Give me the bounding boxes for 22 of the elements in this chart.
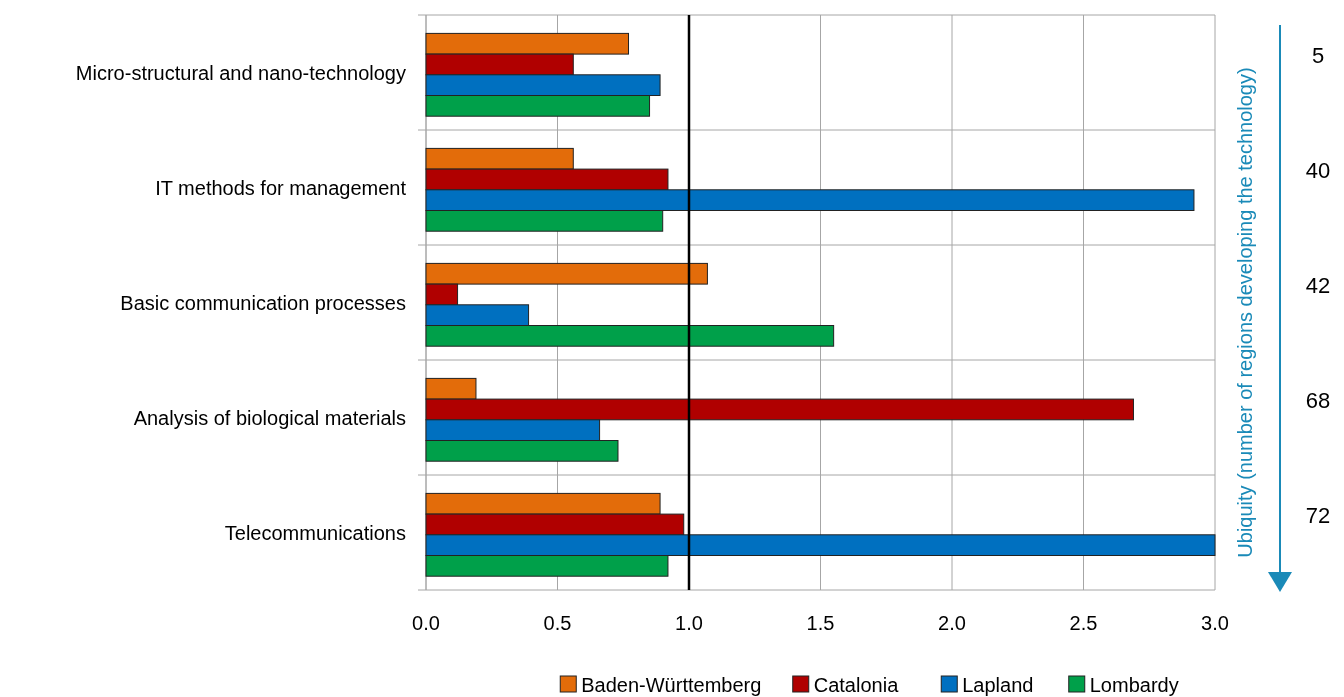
y-tick-label: IT methods for management xyxy=(155,176,407,199)
y2-axis-title: Ubiquity (number of regions developing the technology) xyxy=(1234,67,1256,558)
text: 72 xyxy=(1305,502,1331,528)
x-tick-label: 2.5 xyxy=(1069,612,1098,634)
x-tick-label: 2.0 xyxy=(938,612,966,634)
x-tick-label: 0.0 xyxy=(412,612,440,634)
x-tick-label: 1.0 xyxy=(675,612,703,634)
y-tick-label: Micro-structural and nano-technology xyxy=(75,61,406,84)
x-tick-label: 0.5 xyxy=(543,612,572,634)
x-tick-label: 3.0 xyxy=(1201,612,1229,634)
text: 5 xyxy=(1311,42,1325,68)
y-tick-label: Basic communication processes xyxy=(120,291,406,314)
text: 42 xyxy=(1305,272,1331,298)
y-tick-label: Telecommunications xyxy=(224,521,406,544)
y-tick-label: Analysis of biological materials xyxy=(133,406,406,429)
text: 40 xyxy=(1305,157,1331,183)
x-tick-label: 1.5 xyxy=(806,612,835,634)
legend-label: Lombardy xyxy=(1089,674,1179,696)
text: 68 xyxy=(1305,387,1331,413)
legend-label: Lapland xyxy=(962,674,1034,696)
legend-label: Catalonia xyxy=(813,674,900,696)
legend-label: Baden-Württemberg xyxy=(581,674,762,696)
